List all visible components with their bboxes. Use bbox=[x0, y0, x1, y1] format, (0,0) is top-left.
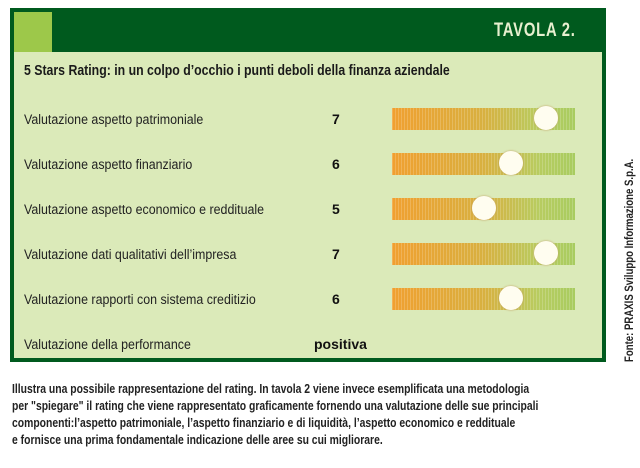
performance-value: positiva bbox=[314, 336, 367, 352]
rating-panel: 5 Stars Rating: in un colpo d’occhio i p… bbox=[14, 52, 602, 358]
rating-label: Valutazione aspetto finanziario bbox=[24, 157, 193, 172]
header-accent bbox=[14, 12, 52, 52]
rating-bar bbox=[392, 106, 575, 130]
table-number: TAVOLA 2. bbox=[494, 20, 576, 41]
rating-row: Valutazione rapporti con sistema crediti… bbox=[14, 286, 602, 312]
rating-value: 7 bbox=[332, 246, 340, 262]
rating-marker bbox=[471, 196, 496, 220]
rating-value: 6 bbox=[332, 156, 340, 172]
performance-label: Valutazione della performance bbox=[24, 337, 191, 352]
caption-line: per "spiegare" il rating che viene rappr… bbox=[12, 399, 539, 413]
rating-marker bbox=[533, 106, 558, 130]
rating-value: 6 bbox=[332, 291, 340, 307]
rating-value: 5 bbox=[332, 201, 340, 217]
rating-bar bbox=[392, 151, 575, 175]
caption-line: Illustra una possibile rappresentazione … bbox=[12, 382, 530, 396]
rating-row: Valutazione aspetto economico e redditua… bbox=[14, 196, 602, 222]
caption-line: e fornisce una prima fondamentale indica… bbox=[12, 433, 383, 447]
rating-marker bbox=[533, 241, 558, 265]
rating-label: Valutazione dati qualitativi dell’impres… bbox=[24, 247, 237, 262]
rating-label: Valutazione rapporti con sistema crediti… bbox=[24, 292, 256, 307]
rating-row: Valutazione aspetto finanziario 6 bbox=[14, 151, 602, 177]
rating-bar bbox=[392, 286, 575, 310]
rating-bar bbox=[392, 196, 575, 220]
rating-row: Valutazione dati qualitativi dell’impres… bbox=[14, 241, 602, 267]
rating-row: Valutazione aspetto patrimoniale 7 bbox=[14, 106, 602, 132]
source-credit: Fonte: PRAXIS Sviluppo Informazione S.p.… bbox=[622, 158, 636, 362]
rating-marker bbox=[498, 286, 523, 310]
caption-line: componenti:l’aspetto patrimoniale, l’asp… bbox=[12, 416, 516, 430]
caption: Illustra una possibile rappresentazione … bbox=[12, 381, 538, 449]
performance-row: Valutazione della performance positiva bbox=[14, 333, 602, 357]
table-box: TAVOLA 2. 5 Stars Rating: in un colpo d’… bbox=[10, 8, 606, 362]
chart-title: 5 Stars Rating: in un colpo d’occhio i p… bbox=[24, 62, 450, 79]
rating-label: Valutazione aspetto economico e redditua… bbox=[24, 202, 265, 217]
rating-value: 7 bbox=[332, 111, 340, 127]
rating-label: Valutazione aspetto patrimoniale bbox=[24, 112, 204, 127]
rating-marker bbox=[498, 151, 523, 175]
rating-bar bbox=[392, 241, 575, 265]
